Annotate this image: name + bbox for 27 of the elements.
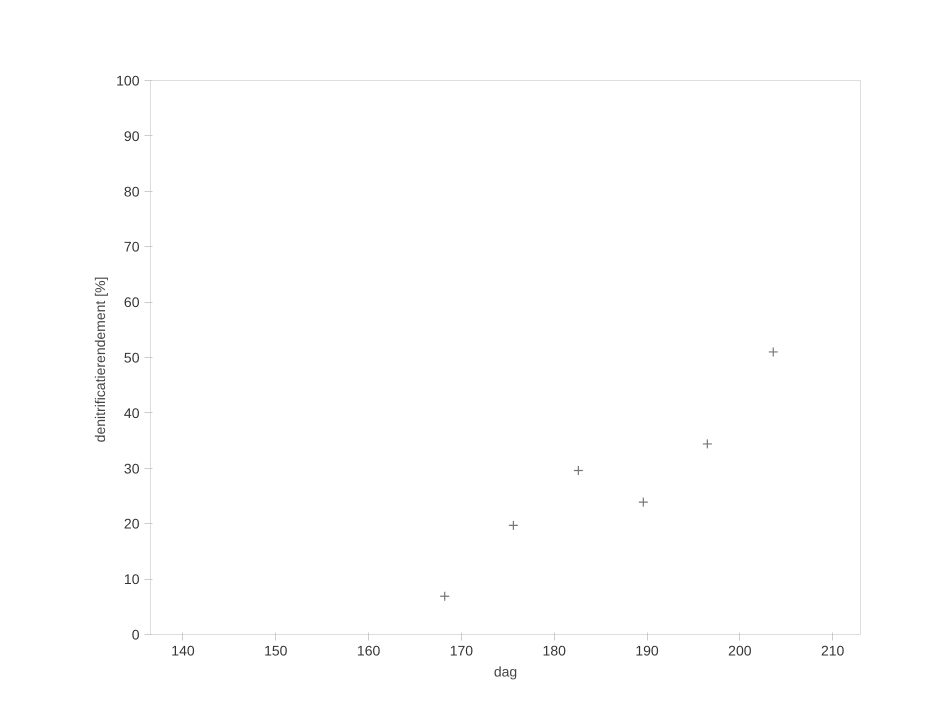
x-tick-label: 200 <box>728 642 752 658</box>
y-tick-label: 90 <box>124 128 140 144</box>
y-tick-label: 80 <box>124 183 140 200</box>
y-tick-label: 100 <box>116 72 140 88</box>
point <box>768 346 778 358</box>
x-tick-label: 180 <box>542 642 566 658</box>
x-tick-label: 140 <box>171 642 195 658</box>
x-tick-label: 160 <box>356 642 380 658</box>
y-tick-label: 0 <box>132 626 140 642</box>
point <box>702 438 712 450</box>
y-tick-label: 70 <box>124 238 140 255</box>
point <box>573 465 584 476</box>
y-tick-label: 50 <box>124 350 140 366</box>
y-axis-title: denitrificatierendement [%] <box>92 276 108 442</box>
y-tick-label: 20 <box>124 516 140 532</box>
x-tick-label: 170 <box>450 642 474 658</box>
x-axis-title: dag <box>494 664 518 680</box>
y-tick-label: 60 <box>124 294 140 310</box>
x-tick-label: 210 <box>820 642 845 658</box>
point <box>440 591 450 602</box>
y-tick-label: 10 <box>124 571 140 588</box>
point <box>508 520 518 530</box>
y-tick-label: 30 <box>124 460 140 476</box>
point <box>638 496 648 508</box>
x-tick-label: 190 <box>635 642 659 658</box>
y-tick-label: 40 <box>124 404 140 421</box>
x-tick-label: 150 <box>264 642 288 658</box>
